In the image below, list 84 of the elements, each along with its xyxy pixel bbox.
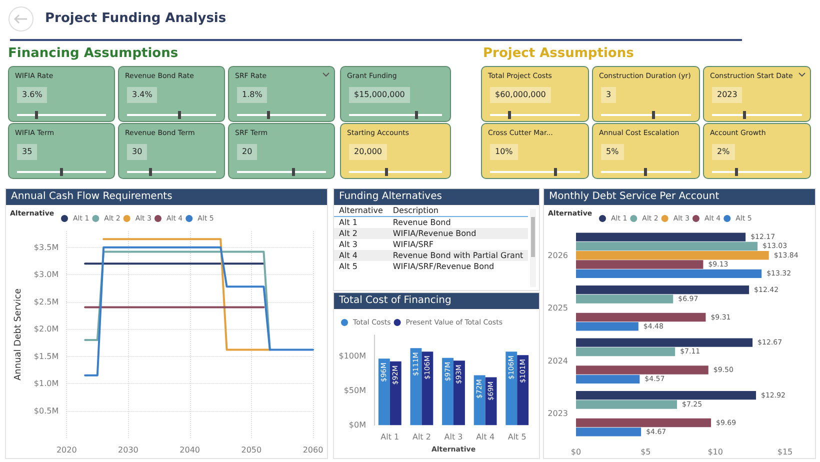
bar (576, 347, 676, 356)
text-field: 3.4% (127, 87, 158, 103)
text-field: 3.6% (17, 87, 48, 103)
bar (576, 366, 708, 374)
y-axis-title: Annual Debt Service (14, 288, 24, 380)
y-tick-label: $1.5M (34, 352, 59, 361)
bar (576, 294, 674, 304)
bar (576, 322, 638, 331)
x-tick-label: Alt 5 (508, 432, 526, 442)
chart-title: Total Cost of Financing (334, 293, 539, 309)
bar (576, 242, 758, 251)
bar (506, 352, 518, 426)
bar (454, 360, 465, 426)
x-tick-label: Alt 3 (444, 432, 463, 442)
y-tick-label: $1.0M (34, 379, 59, 388)
bar (576, 400, 678, 409)
text-field: $15,000,000 (349, 87, 410, 103)
bar (576, 251, 769, 260)
text-field: 2% (712, 144, 735, 160)
x-tick-label: $5 (640, 448, 651, 456)
text-field: 20,000 (349, 144, 387, 160)
text-field: 2023 (712, 87, 742, 103)
y-tick-label: $3.5M (34, 242, 59, 252)
bar (576, 285, 750, 294)
x-tick-label: 2060 (302, 446, 324, 454)
x-tick-label: $0 (570, 448, 582, 456)
text-field: 1.8% (237, 87, 268, 103)
bar (576, 312, 706, 322)
text: Financing Assumptions (8, 46, 178, 61)
y-tick-label: $0.5M (34, 406, 59, 416)
text: Alternative (338, 205, 384, 216)
text: Funding Alternatives (334, 189, 539, 205)
y-tick-label: 2026 (548, 250, 568, 260)
text-field: 5% (601, 144, 624, 160)
y-tick-label: $100M (338, 351, 366, 360)
bar (576, 374, 640, 384)
bar (474, 375, 486, 426)
text-field: 3 (601, 87, 616, 103)
text: Alt 3 (338, 239, 358, 250)
bar (517, 355, 529, 426)
bar (576, 232, 746, 242)
y-tick-label: $50M (344, 386, 366, 395)
x-tick-label: $15 (777, 448, 793, 456)
chart-title: Monthly Debt Service Per Account (544, 189, 815, 205)
line-series (84, 246, 314, 376)
text: WIFIA/SRF (392, 239, 435, 250)
text-field: 35 (17, 144, 38, 160)
bar (576, 418, 712, 428)
y-tick-label: $2.0M (34, 324, 59, 334)
x-tick-label: Alt 2 (412, 432, 431, 442)
text: Alt 5 (338, 261, 358, 272)
x-tick-label: $10 (708, 448, 723, 456)
x-tick-label: 2050 (241, 446, 262, 454)
bar (576, 390, 756, 400)
text: Revenue Bond (392, 217, 452, 228)
text-field: 20 (237, 144, 258, 160)
bar (390, 361, 402, 426)
y-tick-label: $0M (348, 420, 366, 430)
y-tick-label: 2023 (548, 409, 568, 418)
bar (576, 428, 642, 436)
bar (576, 338, 753, 347)
x-tick-label: 2020 (56, 446, 77, 454)
bar (422, 352, 434, 426)
bar (576, 260, 704, 269)
text-field: 30 (127, 144, 148, 160)
text: Project Funding Analysis (45, 11, 226, 26)
x-tick-label: 2040 (180, 446, 200, 454)
text-field: $60,000,000 (490, 87, 551, 103)
bar (442, 358, 454, 426)
y-tick-label: $2.5M (34, 297, 59, 306)
text: Description (392, 205, 440, 216)
text: Project Assumptions (483, 46, 634, 61)
bar (576, 269, 762, 278)
chart-title: Annual Cash Flow Requirements (6, 189, 327, 205)
x-tick-label: Alt 1 (380, 432, 400, 442)
y-tick-label: $3.0M (34, 270, 59, 280)
text-field: 10% (490, 144, 518, 160)
text: WIFIA/SRF/Revenue Bond (392, 261, 496, 272)
text: Alt 1 (338, 217, 358, 228)
bar (378, 358, 390, 426)
y-tick-label: 2024 (548, 356, 568, 366)
x-tick-label: Alt 4 (476, 432, 495, 442)
x-tick-label: 2030 (118, 446, 138, 454)
y-tick-label: 2025 (548, 304, 568, 313)
